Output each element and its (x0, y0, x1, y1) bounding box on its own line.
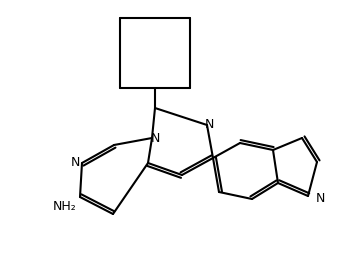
Text: NH₂: NH₂ (52, 201, 76, 214)
Text: N: N (316, 192, 325, 205)
Text: N: N (70, 157, 80, 170)
Text: N: N (150, 131, 160, 144)
Text: N: N (204, 117, 214, 130)
